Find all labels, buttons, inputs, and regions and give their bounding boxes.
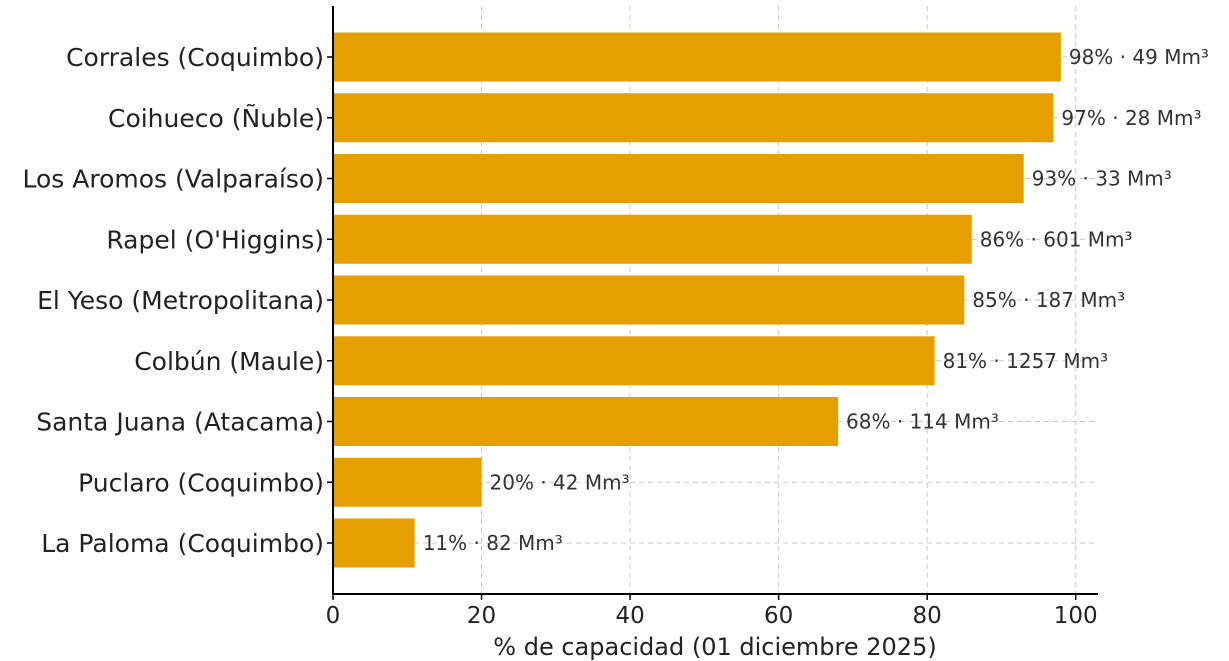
category-label: El Yeso (Metropolitana) (37, 286, 324, 315)
bar (333, 336, 935, 386)
bar-layer (333, 32, 1061, 568)
bar (333, 518, 415, 568)
bar-value-label: 20% · 42 Mm³ (490, 470, 630, 494)
category-label: Corrales (Coquimbo) (66, 43, 324, 72)
bar (333, 214, 972, 264)
bar-value-label: 11% · 82 Mm³ (423, 531, 563, 555)
x-tick-label: 40 (615, 603, 644, 629)
bar-value-label: 68% · 114 Mm³ (846, 410, 999, 434)
category-label: Los Aromos (Valparaíso) (23, 165, 325, 194)
category-label-layer: Corrales (Coquimbo) Coihueco (Ñuble) Los A… (23, 43, 325, 558)
category-label: Colbún (Maule) (134, 347, 324, 376)
x-tick-label: 60 (764, 603, 793, 629)
bar-value-label: 86% · 601 Mm³ (980, 227, 1133, 251)
x-tick-layer: 0 20 40 60 80 100 (326, 56, 1098, 629)
bar-value-label: 97% · 28 Mm³ (1061, 106, 1201, 130)
category-label: Coihueco (Ñuble) (108, 103, 324, 133)
bar (333, 457, 482, 507)
bar-value-label: 93% · 33 Mm³ (1032, 167, 1172, 191)
category-label: Rapel (O'Higgins) (106, 225, 324, 254)
bar-value-label: 98% · 49 Mm³ (1069, 45, 1209, 69)
x-tick-label: 80 (913, 603, 942, 629)
bar (333, 154, 1024, 203)
x-axis-title: % de capacidad (01 diciembre 2025) (493, 633, 936, 661)
category-label: Santa Juana (Atacama) (36, 408, 324, 437)
bar (333, 32, 1061, 82)
bar (333, 397, 839, 446)
x-tick-label: 20 (467, 603, 496, 629)
category-label: La Paloma (Coquimbo) (41, 529, 324, 558)
data-label-layer: 98% · 49 Mm³ 97% · 28 Mm³ 93% · 33 Mm³ 86% … (423, 45, 1209, 555)
category-label: Puclaro (Coquimbo) (78, 468, 324, 497)
bar (333, 93, 1054, 143)
bar (333, 275, 965, 325)
x-tick-label: 0 (326, 603, 341, 629)
x-tick-label: 100 (1054, 603, 1098, 629)
bar-value-label: 85% · 187 Mm³ (972, 288, 1125, 312)
bar-value-label: 81% · 1257 Mm³ (943, 349, 1109, 373)
